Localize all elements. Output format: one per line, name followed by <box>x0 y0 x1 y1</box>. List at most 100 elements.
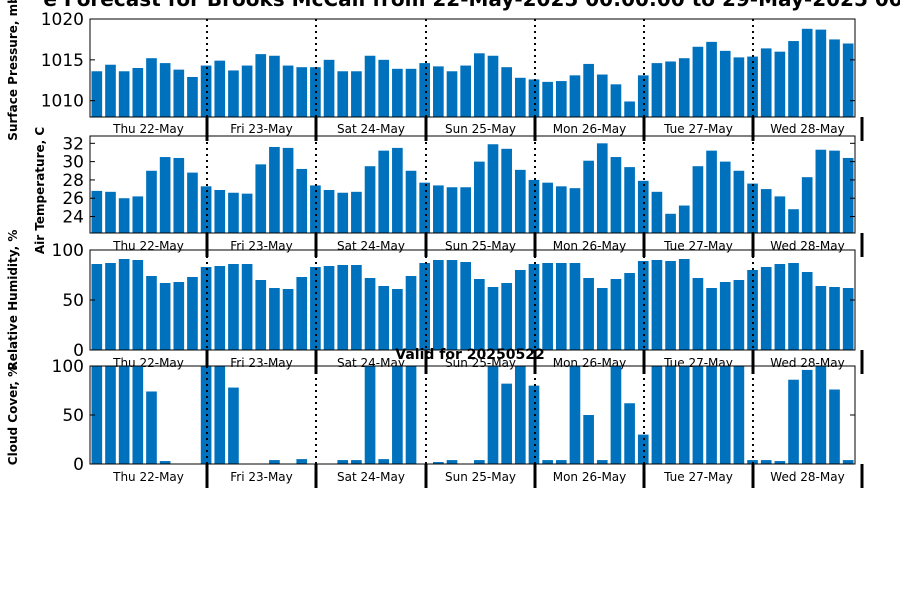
bar <box>255 54 267 117</box>
bar <box>719 366 731 464</box>
bar <box>118 71 130 117</box>
bar <box>460 262 471 350</box>
bar <box>692 278 704 350</box>
y-tick-label: 24 <box>62 208 84 228</box>
bar <box>760 267 772 350</box>
bar <box>105 191 116 233</box>
x-day-label: Fri 23-May <box>230 356 293 370</box>
bar <box>378 59 390 117</box>
bar <box>555 186 567 233</box>
y-tick-label: 28 <box>62 171 84 191</box>
bar <box>842 288 854 350</box>
bar <box>91 190 103 233</box>
bar <box>706 288 717 350</box>
bar <box>214 366 226 464</box>
bar <box>678 58 690 117</box>
bar <box>105 366 116 464</box>
x-day-label: Thu 22-May <box>112 122 184 136</box>
bar <box>118 259 130 350</box>
bar <box>596 288 608 350</box>
y-tick-label: 50 <box>62 291 84 311</box>
bar <box>378 286 390 350</box>
bar <box>419 63 431 117</box>
bar <box>241 264 253 350</box>
bar <box>665 61 676 117</box>
x-day-label: Tue 27-May <box>663 470 733 484</box>
bar <box>801 177 813 233</box>
bar <box>433 185 444 233</box>
bar <box>337 265 349 350</box>
bar <box>337 71 349 117</box>
bar <box>788 379 799 464</box>
bar <box>706 150 717 233</box>
bar <box>460 65 471 117</box>
bar <box>118 198 130 233</box>
x-day-label: Fri 23-May <box>230 470 293 484</box>
bar <box>692 166 704 233</box>
bar <box>419 263 431 350</box>
bar <box>200 267 212 350</box>
x-day-label: Mon 26-May <box>553 239 627 253</box>
plot-frame <box>89 18 856 118</box>
bar <box>474 460 485 464</box>
bar <box>378 459 390 464</box>
bar <box>364 366 376 464</box>
bar <box>719 282 731 350</box>
bar <box>801 272 813 350</box>
bar <box>132 68 144 117</box>
bar <box>446 187 458 233</box>
bar <box>351 71 362 117</box>
x-day-label: Fri 23-May <box>230 239 293 253</box>
bar <box>132 366 144 464</box>
bar <box>118 366 130 464</box>
panel-4: 0 50 100 Cloud Cover, % Thu 22-May Fri 23-May… <box>6 357 864 488</box>
x-day-label: Tue 27-May <box>663 122 733 136</box>
bar <box>842 43 854 117</box>
bar <box>187 172 198 233</box>
bar <box>132 196 144 233</box>
bar <box>610 366 622 464</box>
x-day-label: Wed 28-May <box>770 122 844 136</box>
bar <box>624 273 635 350</box>
y-tick-label: 1020 <box>41 10 84 30</box>
bar <box>323 59 335 117</box>
bar <box>651 63 663 117</box>
bar <box>214 60 226 117</box>
bar <box>146 170 157 233</box>
bar <box>91 366 103 464</box>
bar <box>610 84 622 117</box>
y-tick-label: 50 <box>62 406 84 426</box>
x-day-label: Mon 26-May <box>553 122 627 136</box>
bar <box>501 383 512 464</box>
bar <box>364 55 376 117</box>
x-day-label: Tue 27-May <box>663 239 733 253</box>
bar <box>678 259 690 350</box>
bar <box>214 266 226 350</box>
bar <box>433 66 444 117</box>
bar <box>665 261 676 350</box>
bar <box>91 71 103 117</box>
bar <box>514 366 526 464</box>
bar <box>446 460 458 464</box>
bar <box>487 287 499 350</box>
bar <box>405 276 417 350</box>
bar <box>351 265 362 350</box>
bar <box>555 263 567 350</box>
bar <box>528 179 540 233</box>
bar <box>760 460 772 464</box>
bar <box>514 270 526 350</box>
bar <box>405 366 417 464</box>
bar <box>91 264 103 350</box>
bar <box>392 366 403 464</box>
x-day-label: Sat 24-May <box>337 122 405 136</box>
bar <box>815 149 827 233</box>
bar <box>405 170 417 233</box>
bar <box>624 403 635 464</box>
y-axis-label: Surface Pressure, mb <box>6 0 20 141</box>
bar <box>105 263 116 350</box>
bar <box>651 366 663 464</box>
x-day-label: Wed 28-May <box>770 470 844 484</box>
bar <box>610 157 622 233</box>
bar <box>433 462 444 464</box>
